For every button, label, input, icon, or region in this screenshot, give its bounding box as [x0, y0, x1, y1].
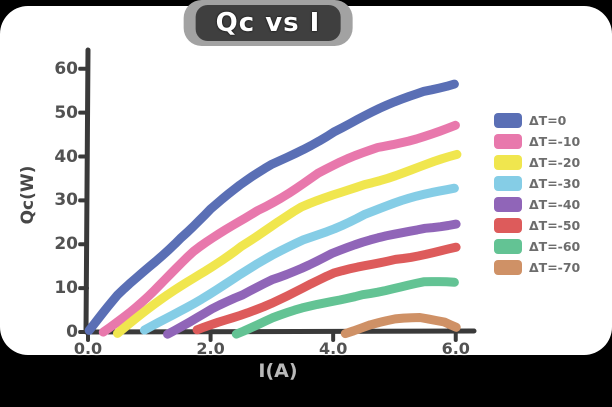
x-tick-label: 2.0 [196, 339, 225, 358]
legend-item: ΔT=-70 [494, 259, 580, 275]
y-tick-label: 20 [54, 234, 78, 255]
legend-swatch [494, 154, 522, 170]
x-axis-label: I(A) [258, 360, 298, 382]
legend-swatch [494, 175, 522, 191]
legend-swatch [494, 112, 522, 128]
legend-swatch [494, 259, 522, 275]
legend-item: ΔT=-40 [494, 196, 580, 212]
chart-title-container: Qc vs I [183, 0, 353, 46]
legend: ΔT=0 ΔT=-10 ΔT=-20 ΔT=-30 ΔT=-40 ΔT=-50 ΔT=-60… [494, 112, 580, 275]
legend-label: ΔT=-60 [529, 238, 581, 254]
y-axis-label: Qc(W) [18, 165, 38, 225]
y-tick-label: 60 [54, 58, 78, 79]
legend-label: ΔT=-50 [529, 217, 581, 233]
series-line-0 [84, 79, 459, 335]
y-tick-label: 0 [66, 322, 78, 342]
legend-item: ΔT=-20 [494, 154, 580, 170]
x-tick-label: 6.0 [441, 339, 470, 358]
legend-label: ΔT=-20 [529, 154, 581, 170]
x-tick-label: 4.0 [318, 339, 348, 358]
series-line-3 [139, 183, 459, 335]
y-tick-label: 40 [54, 146, 78, 167]
legend-item: ΔT=0 [494, 112, 580, 128]
legend-label: ΔT=-40 [529, 196, 581, 212]
legend-item: ΔT=-50 [494, 217, 580, 233]
y-tick-label: 30 [54, 190, 78, 211]
series-line-6 [231, 277, 459, 339]
series-line-5 [192, 242, 461, 335]
y-tick-label: 10 [54, 278, 78, 299]
series-line-1 [98, 120, 460, 337]
legend-swatch [494, 238, 522, 254]
legend-swatch [494, 196, 522, 212]
y-tick-label: 50 [54, 102, 78, 123]
legend-label: ΔT=-70 [529, 259, 581, 275]
legend-swatch [494, 133, 522, 149]
x-tick-label: 0.0 [73, 339, 103, 358]
legend-item: ΔT=-30 [494, 175, 580, 191]
series-line-4 [163, 219, 461, 339]
legend-swatch [494, 217, 522, 233]
series-line-7 [340, 313, 461, 339]
legend-item: ΔT=-10 [494, 133, 580, 149]
legend-label: ΔT=-10 [529, 133, 581, 149]
legend-item: ΔT=-60 [494, 238, 580, 254]
legend-label: ΔT=0 [529, 112, 567, 128]
chart-title: Qc vs I [195, 5, 341, 41]
series-line-2 [113, 149, 462, 338]
legend-label: ΔT=-30 [529, 175, 581, 191]
